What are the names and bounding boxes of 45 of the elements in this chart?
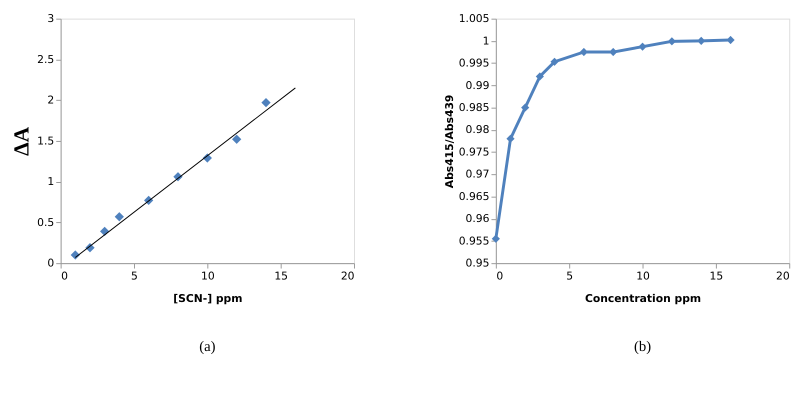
- y-tick-label: 0.95: [466, 256, 490, 270]
- y-tick-label: 0: [47, 256, 54, 270]
- text: (a): [199, 339, 216, 356]
- x-tick-label: 20: [776, 269, 790, 282]
- x-tick-label: 15: [274, 269, 288, 282]
- x-axis-title: Concentration ppm: [584, 292, 702, 305]
- point: [261, 98, 271, 108]
- x-tick-label: 20: [340, 269, 355, 282]
- x-tick-label: 5: [566, 269, 574, 282]
- y-tick-label: 1: [482, 34, 490, 48]
- point: [232, 134, 242, 144]
- y-tick-label: 0.995: [458, 56, 490, 70]
- y-tick-label: 0.5: [37, 216, 54, 229]
- y-tick-label: 0.96: [466, 212, 490, 226]
- y-tick-label: 1.005: [458, 12, 490, 26]
- point: [668, 37, 676, 46]
- y-axis-title: Abs415/Abs439: [442, 94, 456, 188]
- point: [492, 234, 500, 243]
- y-tick-label: 2: [47, 94, 54, 107]
- y-tick-label: 1: [47, 175, 54, 188]
- point: [536, 72, 544, 81]
- x-axis-title: [SCN-] ppm: [173, 292, 242, 305]
- text: (b): [634, 339, 652, 356]
- x-tick-label: 0: [61, 269, 68, 282]
- y-tick-label: 1.5: [37, 134, 54, 148]
- y-tick-label: 0.99: [466, 78, 490, 92]
- y-tick-label: 2.5: [37, 52, 54, 66]
- y-tick-label: 0.965: [458, 190, 490, 203]
- x-tick-label: 10: [636, 269, 650, 282]
- point: [506, 134, 515, 143]
- point: [550, 58, 559, 66]
- x-tick-label: 15: [710, 269, 724, 282]
- x-tick-label: 5: [131, 269, 138, 282]
- x-tick-label: 0: [496, 269, 504, 282]
- y-tick-label: 0.975: [458, 145, 490, 158]
- y-tick-label: 0.955: [458, 234, 490, 248]
- y-tick-label: 0.98: [466, 123, 490, 136]
- point: [521, 103, 530, 112]
- point: [638, 42, 647, 51]
- point: [114, 212, 124, 222]
- y-axis-title: ΔA: [9, 126, 34, 156]
- y-tick-label: 3: [47, 12, 54, 26]
- y-tick-label: 0.985: [458, 101, 490, 114]
- x-tick-label: 10: [200, 269, 215, 282]
- y-tick-label: 0.97: [466, 168, 490, 181]
